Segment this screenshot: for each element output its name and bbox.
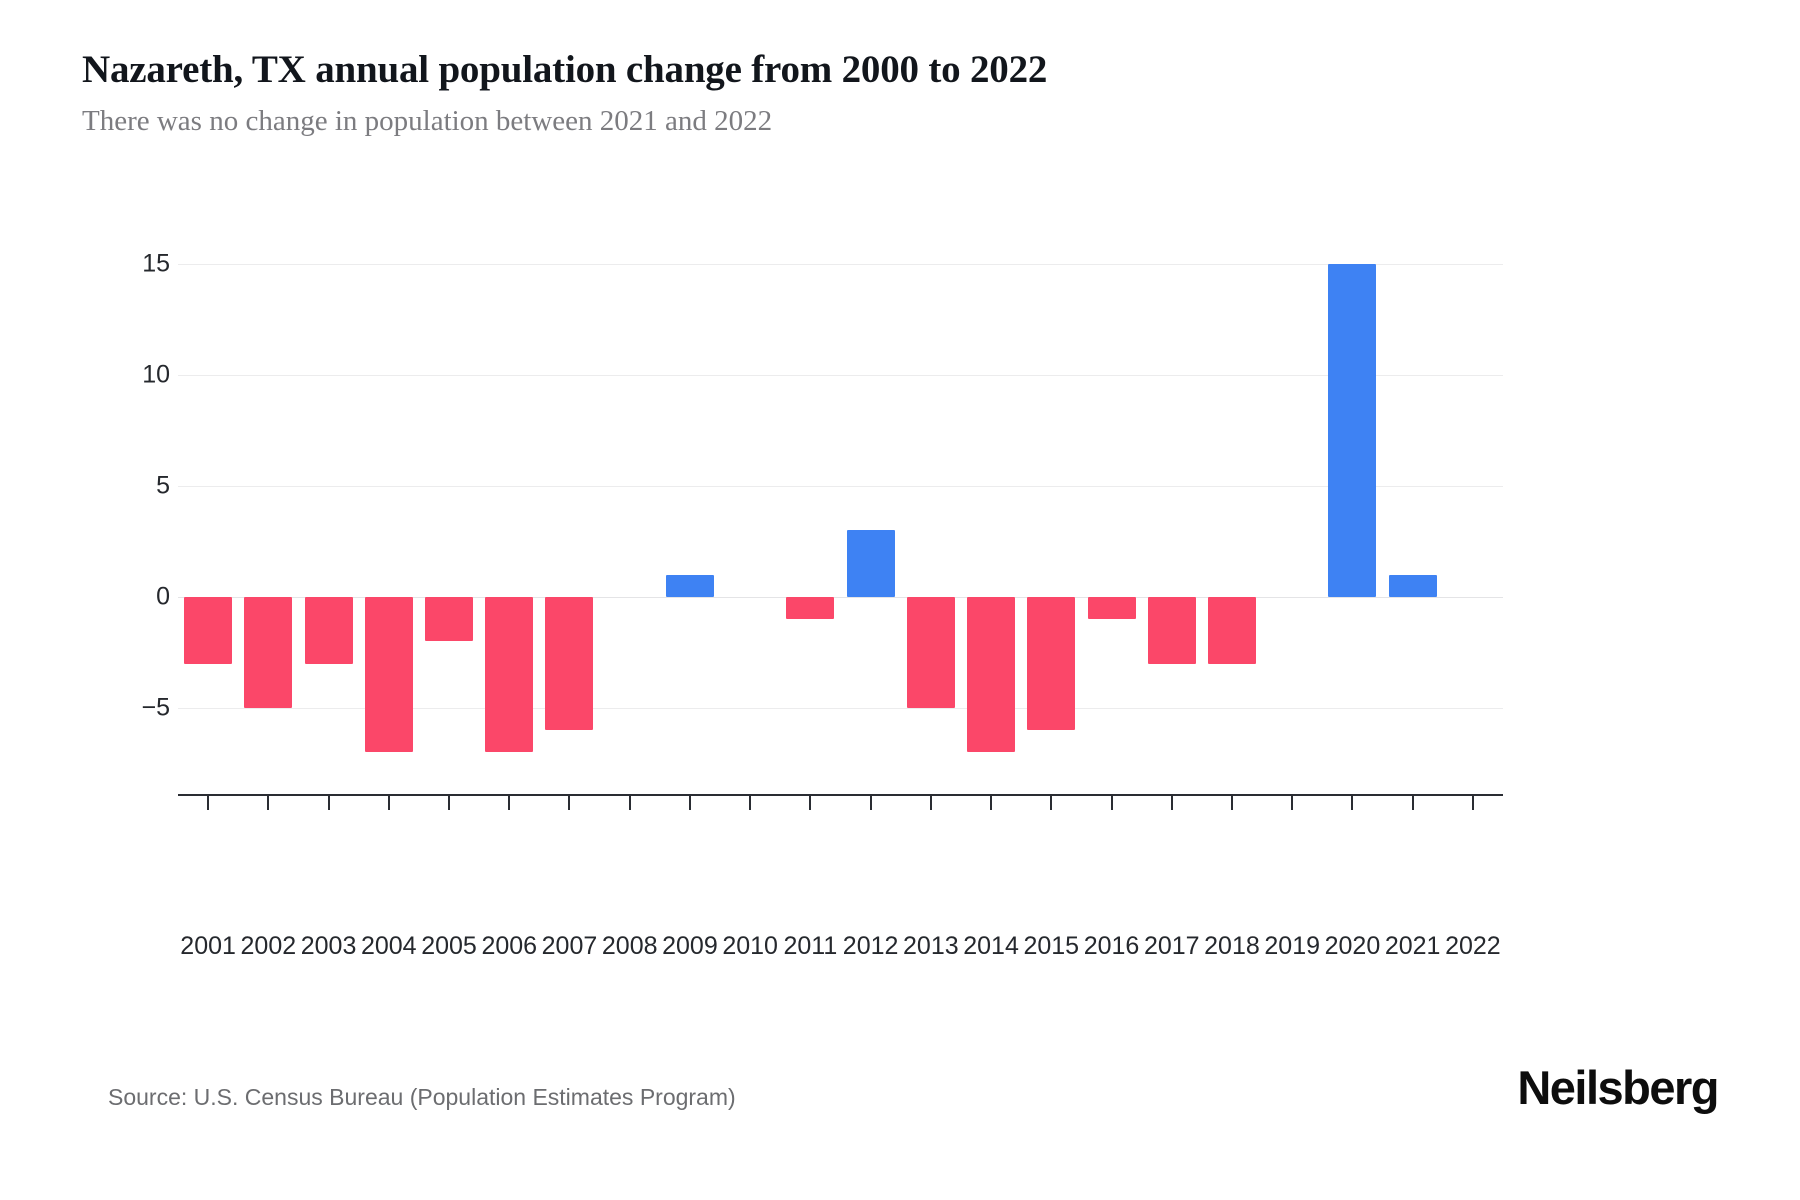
x-axis-label-2015: 2015	[1023, 932, 1080, 960]
x-axis-tick	[688, 794, 691, 810]
x-axis-tick	[1411, 794, 1414, 810]
x-axis-tick	[869, 794, 872, 810]
x-axis-tick	[1291, 794, 1294, 810]
x-axis-label-2018: 2018	[1204, 932, 1260, 960]
x-axis-tick	[749, 794, 752, 810]
x-axis-label-2010: 2010	[722, 932, 778, 960]
x-axis-tick	[990, 794, 993, 810]
bar-2006[interactable]	[485, 597, 534, 753]
x-axis-tick	[387, 794, 390, 810]
x-axis-tick	[267, 794, 270, 810]
x-axis-label-2016: 2016	[1083, 932, 1140, 960]
x-axis-line	[178, 794, 1503, 796]
x-axis-tick	[327, 794, 330, 810]
chart-subtitle: There was no change in population betwee…	[82, 104, 773, 137]
x-axis-label-2011: 2011	[783, 932, 838, 960]
gridline-10	[178, 375, 1503, 376]
bar-2020[interactable]	[1328, 264, 1377, 597]
chart-header: Nazareth, TX annual population change fr…	[82, 48, 1682, 138]
brand-logo: Neilsberg	[1517, 1061, 1719, 1114]
bar-2004[interactable]	[364, 597, 413, 753]
bar-2021[interactable]	[1388, 574, 1437, 597]
x-axis-label-2009: 2009	[662, 932, 718, 960]
bar-2003[interactable]	[304, 597, 353, 664]
gridline-5	[178, 486, 1503, 487]
x-axis-tick	[929, 794, 932, 810]
bar-2001[interactable]	[184, 597, 233, 664]
bar-2013[interactable]	[906, 597, 955, 708]
y-axis-tick-label: 0	[156, 582, 170, 611]
bar-2007[interactable]	[545, 597, 594, 731]
source-note: Source: U.S. Census Bureau (Population E…	[108, 1084, 736, 1110]
x-axis-label-2021: 2021	[1384, 932, 1441, 960]
x-axis-tick	[448, 794, 451, 810]
x-axis-label-2006: 2006	[481, 932, 538, 960]
bar-2005[interactable]	[425, 597, 474, 642]
x-axis-tick	[508, 794, 511, 810]
x-axis-tick	[1351, 794, 1354, 810]
x-axis-tick	[1110, 794, 1113, 810]
x-axis-label-2013: 2013	[903, 932, 959, 960]
bar-2017[interactable]	[1147, 597, 1196, 664]
x-axis-label-2014: 2014	[963, 932, 1019, 960]
x-axis-tick	[1170, 794, 1173, 810]
bar-2014[interactable]	[967, 597, 1016, 753]
bar-2018[interactable]	[1207, 597, 1256, 664]
x-axis-tick	[207, 794, 210, 810]
bar-2015[interactable]	[1027, 597, 1076, 731]
y-axis-tick-label: 10	[142, 360, 170, 389]
y-axis-tick-label: 15	[142, 249, 170, 278]
x-axis-label-2001: 2001	[180, 932, 236, 960]
x-axis-label-2005: 2005	[421, 932, 477, 960]
x-axis-label-2019: 2019	[1264, 932, 1321, 960]
plot-inner: 15 10 5 0 −5	[141, 250, 1503, 794]
x-axis-label-2020: 2020	[1324, 932, 1381, 960]
bar-2002[interactable]	[244, 597, 293, 708]
x-axis-label-2007: 2007	[541, 932, 598, 960]
x-axis-tick	[1230, 794, 1233, 810]
gridline-15	[178, 264, 1503, 265]
bar-2011[interactable]	[786, 597, 835, 620]
x-axis-label-2003: 2003	[300, 932, 357, 960]
x-axis-label-2002: 2002	[240, 932, 297, 960]
bar-2009[interactable]	[665, 574, 714, 597]
gridline--5	[178, 708, 1503, 709]
x-axis-label-2004: 2004	[360, 932, 417, 960]
x-axis-label-2022: 2022	[1445, 932, 1501, 960]
x-axis-label-2012: 2012	[842, 932, 899, 960]
x-axis-label-2008: 2008	[601, 932, 658, 960]
bar-2012[interactable]	[846, 530, 895, 597]
y-axis-tick-label: 5	[156, 471, 170, 500]
y-axis-tick-label: −5	[141, 693, 170, 722]
bar-2016[interactable]	[1087, 597, 1136, 620]
page-title: Nazareth, TX annual population change fr…	[82, 48, 1048, 91]
x-axis-tick	[1471, 794, 1474, 810]
x-axis-tick	[628, 794, 631, 810]
gridline-0	[178, 597, 1503, 598]
x-axis-tick	[809, 794, 812, 810]
x-axis-tick	[1050, 794, 1053, 810]
x-axis-label-2017: 2017	[1143, 932, 1200, 960]
x-axis-tick	[568, 794, 571, 810]
